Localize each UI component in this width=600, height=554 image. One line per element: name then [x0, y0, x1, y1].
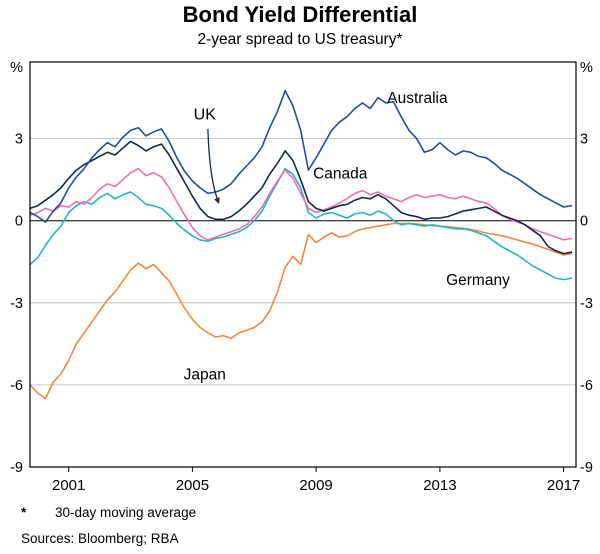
page-title: Bond Yield Differential	[182, 2, 418, 27]
page-subtitle: 2-year spread to US treasury*	[197, 31, 403, 48]
footnote: * 30-day moving average	[21, 505, 196, 520]
series-label-japan: Japan	[184, 366, 226, 383]
series-label-australia: Australia	[387, 90, 448, 107]
y-tick-label-left: -3	[10, 296, 23, 312]
x-tick-label: 2009	[299, 477, 332, 494]
series-line-japan	[29, 222, 573, 400]
unit-label-left: %	[10, 60, 23, 76]
y-tick-label-left: -9	[10, 460, 23, 476]
y-tick-label-left: 3	[15, 132, 23, 148]
x-tick-label: 2013	[423, 477, 456, 494]
series-line-germany	[29, 167, 573, 281]
chart-svg: 3 3 0 0 -3 -3 -6 -6 -9 -9% % Japan Germany Canada Aust…	[10, 60, 593, 494]
series-line-australia	[29, 89, 573, 223]
series-line-canada	[29, 167, 573, 241]
x-tick-label: 2001	[52, 477, 85, 494]
footnote-text: 30-day moving average	[55, 505, 197, 520]
y-tick-label-left: 0	[15, 214, 23, 230]
series-line-uk	[29, 140, 573, 255]
y-tick-label-left: -6	[10, 378, 23, 394]
series-label-germany: Germany	[446, 272, 510, 289]
unit-label-right: %	[580, 60, 593, 76]
y-tick-label-right: -3	[580, 296, 593, 312]
plot-border	[29, 61, 577, 468]
x-tick-label: 2005	[176, 477, 209, 494]
x-tick-label: 2017	[547, 477, 580, 494]
y-tick-label-right: 3	[580, 132, 588, 148]
sources-text: Sources: Bloomberg; RBA	[21, 531, 179, 546]
uk-annotation-arrow	[207, 128, 220, 204]
y-tick-label-right: -6	[580, 378, 593, 394]
footnote-marker: *	[21, 505, 27, 520]
y-tick-label-right: -9	[580, 460, 593, 476]
uk-annotation-label: UK	[194, 107, 217, 124]
series-label-canada: Canada	[313, 165, 368, 182]
y-tick-label-right: 0	[580, 214, 588, 230]
